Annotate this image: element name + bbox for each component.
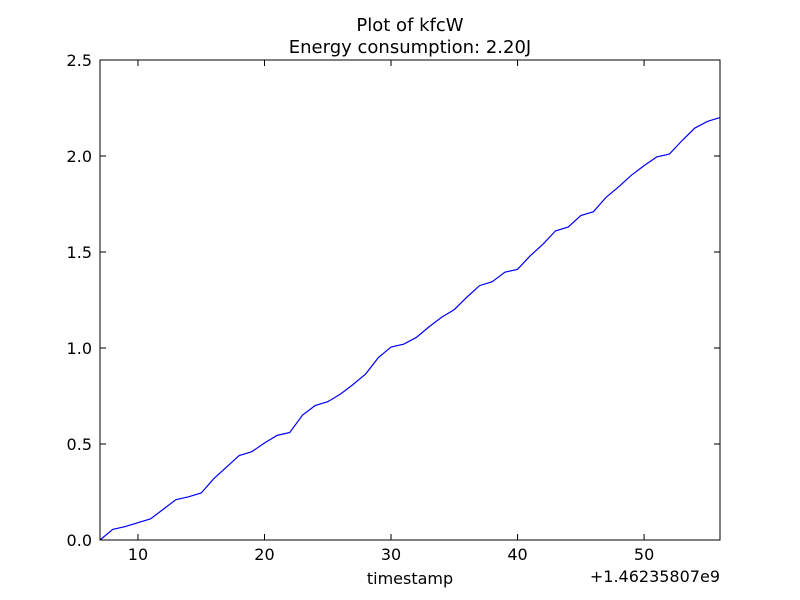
x-axis-label: timestamp [367, 569, 453, 588]
chart-title: Plot of kfcW [356, 15, 463, 36]
plot-frame [99, 59, 721, 541]
x-tick-label: 10 [128, 545, 148, 564]
x-tick-label: 40 [507, 545, 527, 564]
y-tick-label: 0.5 [67, 435, 92, 454]
x-axis-tick-labels: 10 20 30 40 50 [128, 545, 654, 564]
y-tick-label: 1.0 [67, 339, 92, 358]
chart-subtitle: Energy consumption: 2.20J [289, 37, 531, 58]
x-tick-label: 30 [381, 545, 401, 564]
y-tick-label: 0.0 [67, 531, 92, 550]
x-axis-ticks [137, 60, 645, 540]
x-tick-label: 50 [634, 545, 654, 564]
series-line [99, 117, 721, 541]
x-tick-label: 20 [254, 545, 274, 564]
y-tick-label: 2.0 [67, 147, 92, 166]
y-tick-label: 1.5 [67, 243, 92, 262]
y-axis-tick-labels: 0.0 0.5 1.0 1.5 2.0 2.5 [67, 51, 92, 550]
plot-area [100, 60, 720, 540]
x-axis-offset-label: +1.46235807e9 [590, 567, 720, 586]
y-tick-label: 2.5 [67, 51, 92, 70]
